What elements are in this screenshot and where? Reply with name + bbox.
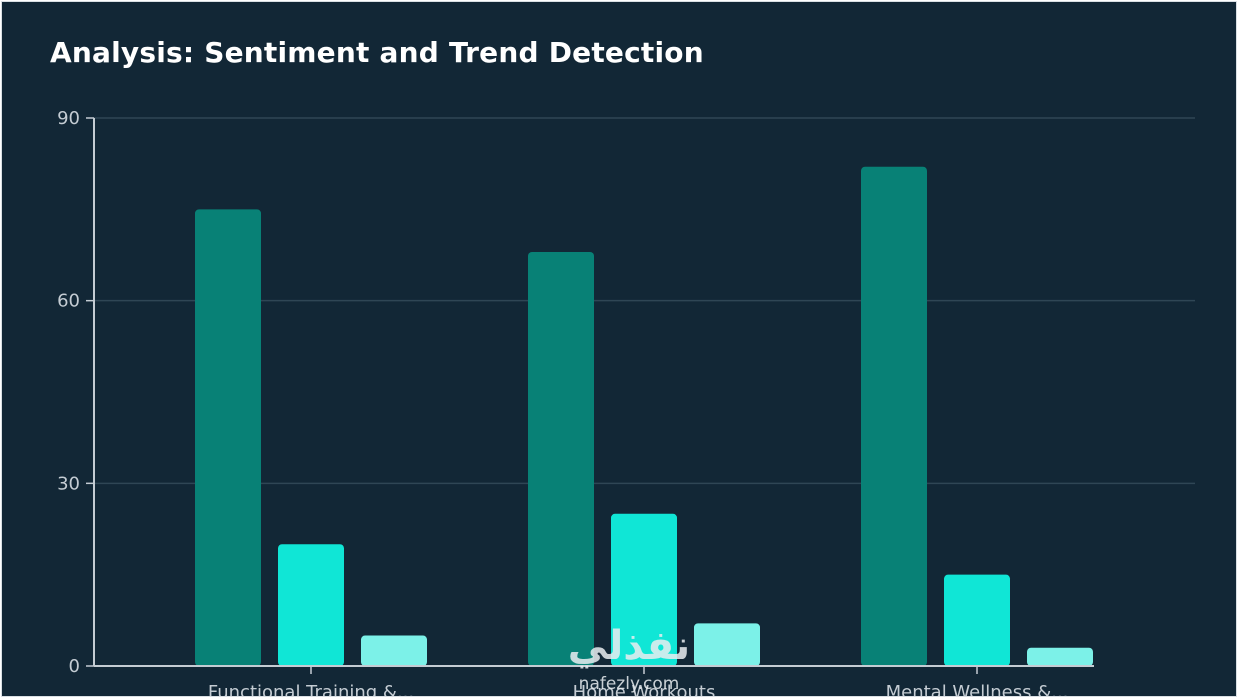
bar-1-series-3 bbox=[361, 635, 427, 666]
x-category-label-2: Home Workouts bbox=[573, 682, 716, 697]
axis-labels: 0 30 60 90 Functional Training &... Home Work… bbox=[57, 108, 1069, 697]
bar-2-series-3 bbox=[694, 623, 760, 666]
bar-1-series-1 bbox=[195, 209, 261, 667]
x-category-label-1: Functional Training &... bbox=[208, 682, 414, 697]
y-tick-label-30: 30 bbox=[57, 473, 80, 494]
bar-3-series-3 bbox=[1027, 647, 1093, 666]
y-tick-label-0: 0 bbox=[69, 656, 80, 677]
bar-3-series-1 bbox=[861, 166, 927, 666]
bar-1-series-2 bbox=[278, 544, 344, 666]
x-category-label-3: Mental Wellness &... bbox=[886, 682, 1069, 697]
bar-2-series-1 bbox=[528, 251, 594, 666]
y-tick-label-90: 90 bbox=[57, 108, 80, 129]
watermark-arabic-text: نفذلي bbox=[567, 623, 691, 669]
axes bbox=[86, 117, 1094, 674]
bars bbox=[195, 166, 1093, 667]
chart-title: Analysis: Sentiment and Trend Detection bbox=[50, 36, 704, 69]
watermark-latin-text: nafezly.com bbox=[578, 674, 680, 694]
y-tick-label-60: 60 bbox=[57, 291, 80, 312]
grid-lines bbox=[94, 117, 1195, 485]
bar-2-series-2 bbox=[611, 513, 677, 666]
bar-3-series-2 bbox=[944, 574, 1010, 666]
watermark-logo: نفذلي nafezly.com bbox=[544, 623, 714, 696]
